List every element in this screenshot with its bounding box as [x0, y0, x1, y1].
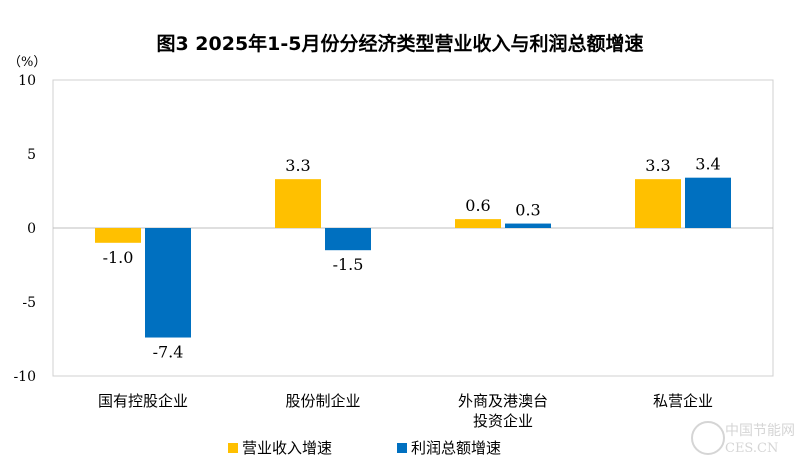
data-label: -7.4 — [153, 343, 184, 362]
bar-profit — [505, 223, 551, 228]
bar-revenue — [455, 219, 501, 228]
bar-revenue — [635, 179, 681, 228]
bar-profit — [685, 177, 731, 228]
watermark-line2: CES.CN — [725, 441, 778, 456]
watermark-line1: 中国节能网 — [725, 423, 795, 439]
x-tick-label: 股份制企业 — [285, 392, 360, 410]
watermark: 中国节能网 CES.CN — [691, 421, 795, 456]
y-axis-unit: （%） — [8, 55, 46, 70]
data-label: 0.6 — [465, 196, 490, 215]
data-label: 3.3 — [645, 156, 670, 175]
x-tick-label: 国有控股企业 — [98, 392, 188, 410]
data-label: -1.0 — [103, 248, 134, 267]
legend-label: 利润总额增速 — [411, 439, 501, 457]
bar-revenue — [95, 228, 141, 243]
bar-profit — [325, 228, 371, 251]
data-label: 3.4 — [695, 155, 720, 174]
y-tick-label: -5 — [22, 295, 36, 311]
x-tick-label: 私营企业 — [653, 392, 713, 410]
watermark-logo-icon — [691, 421, 725, 455]
legend-swatch — [397, 443, 407, 453]
bar-revenue — [275, 179, 321, 228]
legend-label: 营业收入增速 — [242, 439, 332, 457]
data-label: 0.3 — [515, 201, 540, 220]
y-tick-label: 5 — [27, 147, 36, 163]
data-label: 3.3 — [285, 156, 310, 175]
y-tick-label: 10 — [18, 73, 36, 89]
x-tick-label: 外商及港澳台 — [458, 392, 548, 410]
chart-title: 图3 2025年1-5月份分经济类型营业收入与利润总额增速 — [156, 32, 643, 55]
y-tick-label: -10 — [13, 369, 36, 385]
bar-profit — [145, 228, 191, 338]
data-label: -1.5 — [333, 255, 364, 274]
y-tick-label: 0 — [27, 221, 36, 237]
legend-swatch — [228, 443, 238, 453]
x-tick-label: 投资企业 — [473, 412, 533, 430]
